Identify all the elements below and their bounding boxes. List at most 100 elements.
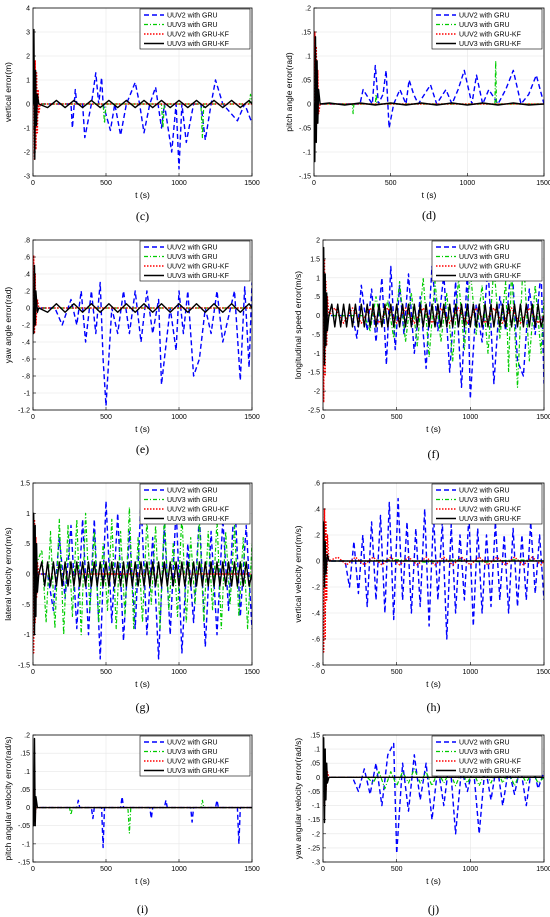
y-tick-label: 1	[26, 511, 30, 518]
y-axis-label: longitudinal speed error(m/s)	[293, 271, 303, 379]
y-tick-label: -.4	[312, 611, 320, 618]
legend-label: UUV3 with GRU	[459, 749, 510, 756]
y-tick-label: -.15	[308, 817, 320, 824]
series-line	[323, 508, 544, 653]
y-tick-label: -1.5	[18, 663, 30, 670]
panel-caption: (f)	[428, 447, 440, 461]
series-line	[33, 494, 252, 660]
y-tick-label: .15	[301, 30, 311, 37]
y-tick-label: -.8	[312, 663, 320, 670]
x-tick-label: 500	[100, 669, 112, 676]
y-tick-label: -.5	[22, 602, 30, 609]
y-tick-label: .6	[314, 481, 320, 488]
y-tick-label: -2	[24, 150, 30, 157]
legend: UUV2 with GRU UUV3 with GRU UUV2 with GRU-…	[431, 483, 543, 525]
y-tick-label: -2	[314, 389, 320, 396]
x-tick-label: 1000	[463, 414, 479, 421]
legend-box	[139, 735, 251, 777]
legend-label: UUV3 with GRU-KF	[167, 41, 229, 48]
legend-label: UUV3 with GRU-KF	[459, 516, 521, 523]
axes-frame	[322, 482, 545, 666]
legend: UUV2 with GRU UUV3 with GRU UUV2 with GRU-…	[139, 735, 251, 777]
y-tick-label: .5	[24, 541, 30, 548]
panel-caption: (c)	[136, 209, 149, 223]
legend-label: UUV2 with GRU	[167, 13, 218, 20]
y-tick-label: .8	[24, 238, 30, 245]
y-tick-label: -1	[24, 391, 30, 398]
y-tick-label: -1	[24, 126, 30, 133]
series-line	[314, 60, 544, 115]
y-tick-label: .6	[24, 255, 30, 262]
legend-label: UUV3 with GRU-KF	[167, 768, 229, 775]
legend-label: UUV2 with GRU	[167, 740, 218, 747]
y-axis-label: vertical velocity error(m/s)	[293, 525, 303, 622]
legend-label: UUV3 with GRU-KF	[167, 516, 229, 523]
legend: UUV2 with GRU UUV3 with GRU UUV2 with GRU-…	[139, 8, 251, 50]
x-tick-label: 500	[100, 866, 112, 873]
x-tick-label: 1500	[536, 180, 550, 187]
y-axis-label: yaw angular velocity error(rad/s)	[293, 738, 303, 860]
y-tick-label: -.05	[18, 823, 30, 830]
y-tick-label: -.4	[22, 340, 30, 347]
series-line	[33, 799, 252, 834]
y-tick-label: -1	[24, 632, 30, 639]
series-line	[323, 737, 544, 824]
y-tick-label: 1.5	[20, 481, 30, 488]
y-tick-label: 0	[316, 559, 320, 566]
x-tick-label: 0	[321, 866, 325, 873]
legend: UUV2 with GRU UUV3 with GRU UUV2 with GRU-…	[139, 483, 251, 525]
y-axis-label: pitch angular velocity error(rad/s)	[3, 736, 13, 860]
panel-caption: (e)	[136, 442, 149, 456]
chart-panel: 0 500 1000 1500 -1.5 -1 -.5 0 .5 1 1.5 t (s) lateral…	[3, 481, 260, 715]
x-tick-label: 1500	[536, 669, 550, 676]
x-tick-label: 1000	[463, 669, 479, 676]
x-tick-label: 1500	[244, 414, 260, 421]
legend: UUV2 with GRU UUV3 with GRU UUV2 with GRU-…	[431, 735, 543, 777]
y-tick-label: -.6	[22, 357, 30, 364]
chart-panel: 0 500 1000 1500 -1.2 -1 -.8 -.6 -.4 -.2 0 .2 .4 .6 .8 t…	[3, 238, 260, 457]
legend-label: UUV2 with GRU	[167, 488, 218, 495]
series-line	[33, 281, 252, 407]
axes-frame	[32, 734, 253, 863]
legend: UUV2 with GRU UUV3 with GRU UUV2 with GRU-…	[139, 240, 251, 282]
chart-panel: 0 500 1000 1500 -.15 -.1 -.05 0 .05 .1 .15 .2 t (s) p…	[284, 6, 550, 223]
legend-box	[431, 8, 543, 50]
y-tick-label: -.6	[312, 637, 320, 644]
legend: UUV2 with GRU UUV3 with GRU UUV2 with GRU-…	[431, 8, 543, 50]
series-group	[33, 254, 252, 407]
x-axis-label: t (s)	[135, 679, 150, 689]
series-group	[314, 31, 544, 163]
y-tick-label: 1	[316, 275, 320, 282]
series-group	[33, 28, 252, 170]
x-axis-label: t (s)	[426, 424, 441, 434]
y-tick-label: -.15	[299, 174, 311, 181]
x-tick-label: 1500	[244, 669, 260, 676]
legend-label: UUV2 with GRU-KF	[167, 264, 229, 271]
y-tick-label: -.05	[308, 789, 320, 796]
x-tick-label: 0	[312, 180, 316, 187]
y-tick-label: 0	[26, 306, 30, 313]
x-axis-label: t (s)	[135, 876, 150, 886]
series-line	[33, 512, 252, 636]
legend-label: UUV2 with GRU-KF	[459, 507, 521, 514]
y-tick-label: .1	[305, 54, 311, 61]
y-tick-label: -.05	[299, 126, 311, 133]
y-axis-label: pitch angle error(rad)	[284, 52, 294, 132]
legend-label: UUV3 with GRU	[167, 22, 218, 29]
y-tick-label: 2	[26, 54, 30, 61]
y-tick-label: .15	[20, 751, 30, 758]
legend-box	[139, 240, 251, 282]
x-tick-label: 1000	[171, 180, 187, 187]
y-tick-label: 0	[316, 775, 320, 782]
x-tick-label: 1000	[463, 866, 479, 873]
x-axis-label: t (s)	[422, 190, 437, 200]
legend-label: UUV3 with GRU	[167, 254, 218, 261]
y-tick-label: -.1	[22, 841, 30, 848]
legend-label: UUV3 with GRU	[459, 22, 510, 29]
chart-panel: 0 500 1000 1500 -.15 -.1 -.05 0 .05 .1 .15 .2 t (s) p…	[3, 733, 260, 917]
series-line	[33, 72, 252, 170]
x-axis-label: t (s)	[426, 679, 441, 689]
y-tick-label: 1	[26, 78, 30, 85]
legend-label: UUV2 with GRU	[459, 740, 510, 747]
legend-label: UUV2 with GRU-KF	[167, 32, 229, 39]
